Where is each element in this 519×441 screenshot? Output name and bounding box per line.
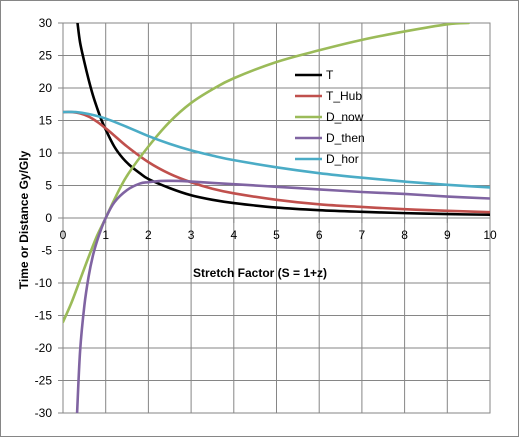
x-tick-label: 1 [102,228,109,242]
x-tick-label: 3 [188,228,195,242]
y-tick-label: -25 [35,374,53,388]
y-tick-label: 0 [45,211,52,225]
x-tick-label: 2 [145,228,152,242]
legend-label: T [326,68,334,82]
series-line-t-hub [63,110,490,214]
axes [58,22,491,414]
series-line-d-now [63,23,470,324]
y-tick-label: -5 [41,244,52,258]
series-line-t [76,23,490,217]
y-tick-label: 15 [39,114,53,128]
x-tick-label: 0 [60,228,67,242]
y-tick-label: -20 [35,341,53,355]
x-tick-label: 7 [359,228,366,242]
x-tick-label: 4 [230,228,237,242]
y-tick-label: 5 [45,179,52,193]
y-tick-label: -10 [35,276,53,290]
y-tick-label: 10 [39,146,53,160]
x-tick-label: 5 [273,228,280,242]
legend-label: T_Hub [326,89,362,103]
y-axis-title: Time or Distance Gy/Gly [17,150,31,289]
x-tick-label: 9 [444,228,451,242]
y-tick-label: -15 [35,309,53,323]
series-lines [63,23,490,413]
series-line-d-then [75,179,490,413]
legend-label: D_hor [326,152,359,166]
x-tick-label: 6 [316,228,323,242]
x-tick-labels: 0 1 2 3 4 5 6 7 8 9 10 [60,228,497,242]
x-tick-label: 10 [483,228,497,242]
legend-label: D_now [326,110,364,124]
series-line-d-hor [63,110,490,189]
y-tick-label: -30 [35,406,53,420]
x-axis-title: Stretch Factor (S = 1+z) [193,266,327,280]
legend-label: D_then [326,131,365,145]
legend: T T_Hub D_now D_then D_hor [295,68,365,166]
x-tick-label: 8 [401,228,408,242]
y-tick-label: 20 [39,81,53,95]
y-tick-labels: 30 25 20 15 10 5 0 -5 -10 -15 -20 -25 -30 [35,16,53,420]
y-tick-label: 30 [39,16,53,30]
y-tick-label: 25 [39,49,53,63]
